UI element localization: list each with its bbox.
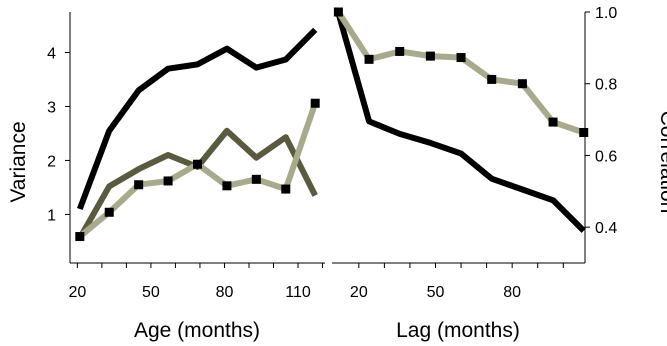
left-series-1-line	[76, 27, 318, 211]
right-series-2-point	[456, 53, 466, 63]
left-panel: 20 50 80 110 1 2 3 4 Age (months) Variance	[7, 12, 325, 342]
left-series-3-point	[104, 207, 114, 217]
right-series-2-point	[517, 79, 527, 89]
right-x-tick-label-20: 20	[350, 284, 368, 301]
right-series-2-line	[335, 10, 585, 136]
left-series-3-point	[75, 232, 85, 242]
right-x-tick-label-50: 50	[427, 284, 445, 301]
left-y-axis-title: Variance	[7, 121, 30, 202]
right-y-tick-label-0-8: 0.8	[595, 77, 617, 94]
left-axes: 20 50 80 110 1 2 3 4	[47, 12, 325, 301]
left-y-tick-label-2: 2	[47, 153, 56, 170]
left-marks	[75, 27, 320, 242]
left-x-axis-title: Age (months)	[134, 319, 260, 342]
right-x-tick-label-80: 80	[503, 284, 521, 301]
left-series-3-point	[222, 181, 232, 191]
left-x-tick-label-80: 80	[216, 284, 234, 301]
left-y-tick-label-3: 3	[47, 99, 56, 116]
left-y-tick-label-1: 1	[47, 207, 56, 224]
left-series-3-point	[251, 174, 261, 184]
right-series-1-line	[335, 12, 586, 233]
right-series-2-point	[364, 54, 374, 64]
left-x-tick-label-110: 110	[285, 284, 311, 301]
left-series-3-point	[134, 180, 144, 190]
right-y-axis-title: Correlation	[656, 111, 667, 214]
right-marks	[333, 7, 589, 233]
right-y-tick-label-1-0: 1.0	[595, 5, 617, 22]
right-series-2-point	[425, 51, 435, 61]
right-series-2-point	[395, 46, 405, 56]
left-y-tick-label-4: 4	[47, 45, 56, 62]
right-axes: 20 50 80 0.4 0.6 0.8 1.0	[332, 5, 617, 301]
left-series-3-point	[163, 176, 173, 186]
right-y-tick-label-0-4: 0.4	[595, 220, 617, 237]
right-y-tick-label-0-6: 0.6	[595, 148, 617, 165]
left-x-tick-label-20: 20	[68, 284, 86, 301]
right-series-2-point	[548, 117, 558, 127]
right-series-2-point	[579, 127, 589, 137]
right-x-axis-title: Lag (months)	[396, 319, 520, 342]
left-series-3-point	[281, 184, 291, 194]
right-series-2-point	[333, 7, 343, 17]
left-series-3-point	[193, 159, 202, 169]
left-series-3-point	[310, 98, 320, 108]
right-series-2-point	[487, 74, 497, 84]
left-x-tick-label-50: 50	[142, 284, 160, 301]
right-panel: 20 50 80 0.4 0.6 0.8 1.0 Lag (months) Correlat…	[332, 5, 667, 342]
